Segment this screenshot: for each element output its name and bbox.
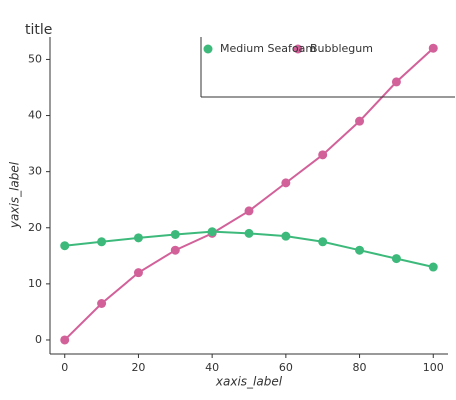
point [207, 227, 217, 237]
point [318, 237, 328, 247]
y-tick-label: 50 [28, 52, 42, 65]
x-tick-label: 80 [353, 361, 367, 374]
point [170, 245, 180, 255]
point [97, 299, 107, 309]
point [355, 245, 365, 255]
legend-label: Medium Seafoam [220, 42, 316, 55]
x-tick-label: 0 [61, 361, 68, 374]
chart-title: title [25, 22, 52, 38]
point [318, 150, 328, 160]
y-tick-label: 40 [28, 109, 42, 122]
point [60, 335, 70, 345]
point [170, 229, 180, 239]
point [428, 262, 438, 272]
point [97, 237, 107, 247]
legend-marker [203, 44, 213, 54]
point [355, 116, 365, 126]
point [391, 77, 401, 87]
point [281, 178, 291, 188]
y-tick-label: 30 [28, 165, 42, 178]
x-tick-label: 100 [423, 361, 444, 374]
point [428, 43, 438, 53]
x-tick-label: 20 [131, 361, 145, 374]
y-tick-label: 0 [35, 333, 42, 346]
x-tick-label: 60 [279, 361, 293, 374]
point [133, 268, 143, 278]
point [133, 233, 143, 243]
x-tick-label: 40 [205, 361, 219, 374]
point [244, 228, 254, 238]
series-line [64, 47, 434, 341]
legend-marker [293, 44, 303, 54]
y-tick-label: 20 [28, 221, 42, 234]
point [60, 241, 70, 251]
x-axis-label: xaxis_label [215, 375, 283, 389]
point [391, 254, 401, 264]
point [244, 206, 254, 216]
y-tick-label: 10 [28, 277, 42, 290]
legend-label: Bubblegum [310, 42, 373, 55]
y-axis-label: yaxis_label [8, 161, 22, 229]
point [281, 231, 291, 241]
